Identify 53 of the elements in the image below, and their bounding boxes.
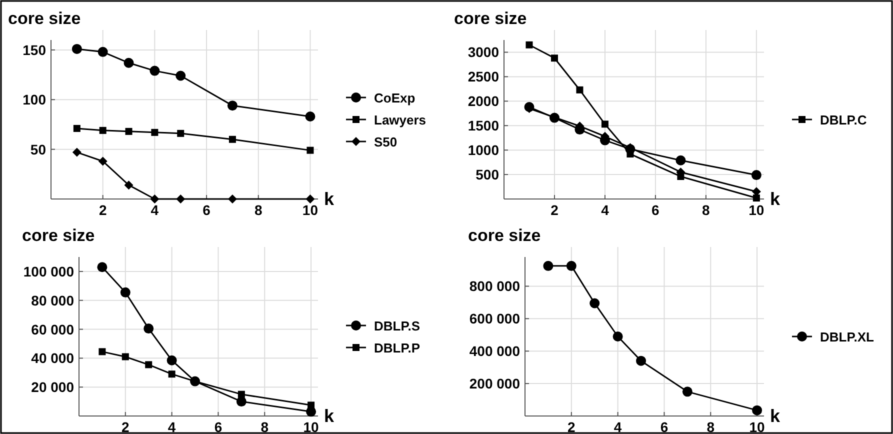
y-axis-title: core size xyxy=(22,226,95,245)
x-axis-title: k xyxy=(324,189,335,209)
y-tick-label: 60 000 xyxy=(31,321,74,338)
y-tick-label: 600 000 xyxy=(469,310,520,327)
y-tick-label: 3000 xyxy=(468,44,500,60)
x-tick-label: 2 xyxy=(568,419,576,434)
x-tick-label: 4 xyxy=(601,202,610,218)
x-tick-label: 4 xyxy=(150,202,159,218)
y-tick-label: 50 xyxy=(30,141,46,158)
y-tick-label: 150 xyxy=(22,42,46,58)
x-axis-title: k xyxy=(324,406,335,426)
legend-label: Lawyers xyxy=(374,112,426,128)
x-tick-label: 6 xyxy=(214,419,222,434)
x-tick-label: 8 xyxy=(706,419,715,434)
x-tick-label: 6 xyxy=(202,202,211,218)
legend-label: DBLP.P xyxy=(374,340,420,356)
y-tick-label: 100 xyxy=(22,92,46,108)
y-axis-title: core size xyxy=(454,9,527,28)
y-tick-label: 20 000 xyxy=(31,379,74,396)
y-tick-label: 400 000 xyxy=(469,343,520,360)
y-tick-label: 800 000 xyxy=(469,278,520,294)
x-tick-label: 10 xyxy=(749,419,766,434)
x-tick-label: 10 xyxy=(302,202,318,218)
y-tick-label: 200 000 xyxy=(469,376,520,392)
x-tick-label: 4 xyxy=(168,419,176,434)
y-tick-label: 1000 xyxy=(468,142,500,158)
y-tick-label: 2000 xyxy=(468,93,500,110)
x-tick-label: 2 xyxy=(122,419,130,434)
x-tick-label: 8 xyxy=(260,419,269,434)
x-tick-label: 6 xyxy=(660,419,668,434)
y-axis-title: core size xyxy=(468,226,541,245)
x-tick-label: 10 xyxy=(303,419,320,434)
y-tick-label: 100 000 xyxy=(23,263,74,280)
y-axis-title: core size xyxy=(8,9,81,28)
legend-label: DBLP.S xyxy=(374,318,420,334)
x-tick-label: 6 xyxy=(652,202,660,218)
x-tick-label: 8 xyxy=(254,202,262,218)
legend-label: S50 xyxy=(374,134,398,150)
x-tick-label: 2 xyxy=(98,202,107,218)
y-tick-label: 500 xyxy=(476,166,500,183)
x-axis-title: k xyxy=(770,406,781,426)
y-tick-label: 1500 xyxy=(468,118,500,134)
legend-label: DBLP.C xyxy=(820,112,868,128)
y-tick-label: 2500 xyxy=(468,68,500,85)
x-tick-label: 10 xyxy=(748,202,764,218)
y-tick-label: 40 000 xyxy=(31,350,74,366)
x-axis-title: k xyxy=(770,189,781,209)
legend-label: DBLP.XL xyxy=(820,330,874,344)
x-tick-label: 8 xyxy=(702,202,710,218)
x-tick-label: 4 xyxy=(614,419,622,434)
y-tick-label: 80 000 xyxy=(31,292,74,308)
legend-label: CoExp xyxy=(374,90,416,106)
x-tick-label: 2 xyxy=(550,202,559,218)
